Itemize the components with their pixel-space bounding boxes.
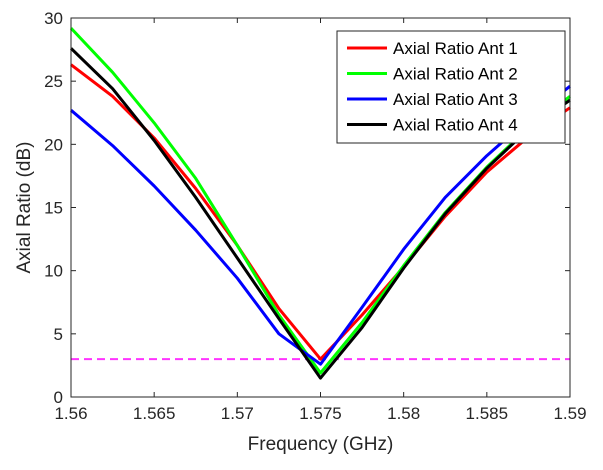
y-tick-label: 5 (54, 325, 63, 344)
x-axis-label: Frequency (GHz) (248, 434, 394, 455)
legend-label-ant-3: Axial Ratio Ant 3 (393, 90, 518, 109)
legend-label-ant-4: Axial Ratio Ant 4 (393, 116, 518, 135)
x-tick-label: 1.58 (387, 404, 420, 423)
x-tick-label: 1.59 (553, 404, 586, 423)
legend-label-ant-1: Axial Ratio Ant 1 (393, 39, 518, 58)
y-axis-label: Axial Ratio (dB) (14, 142, 35, 274)
legend-label-ant-2: Axial Ratio Ant 2 (393, 65, 518, 84)
x-tick-label: 1.56 (54, 404, 87, 423)
series-line-ant-1 (70, 63, 571, 361)
legend: Axial Ratio Ant 1 Axial Ratio Ant 2 Axial … (336, 30, 566, 144)
y-tick-label: 0 (54, 388, 63, 407)
x-tick-label: 1.585 (466, 404, 509, 423)
y-tick-label: 10 (44, 262, 63, 281)
x-tick-label: 1.565 (133, 404, 176, 423)
series-layer (69, 27, 571, 380)
x-tick-label: 1.57 (221, 404, 254, 423)
y-tick-label: 15 (44, 199, 63, 218)
axes (70, 17, 571, 398)
y-tick-label: 30 (44, 9, 63, 28)
y-tick-label: 20 (44, 135, 63, 154)
series-line-ant-4 (69, 47, 571, 380)
tick-labels: 1.56 1.565 1.57 1.575 1.58 1.585 1.59 0 5 10 15 20 2… (44, 9, 586, 423)
series-line-ant-3 (70, 85, 571, 366)
x-tick-label: 1.575 (299, 404, 342, 423)
y-tick-label: 25 (44, 72, 63, 91)
